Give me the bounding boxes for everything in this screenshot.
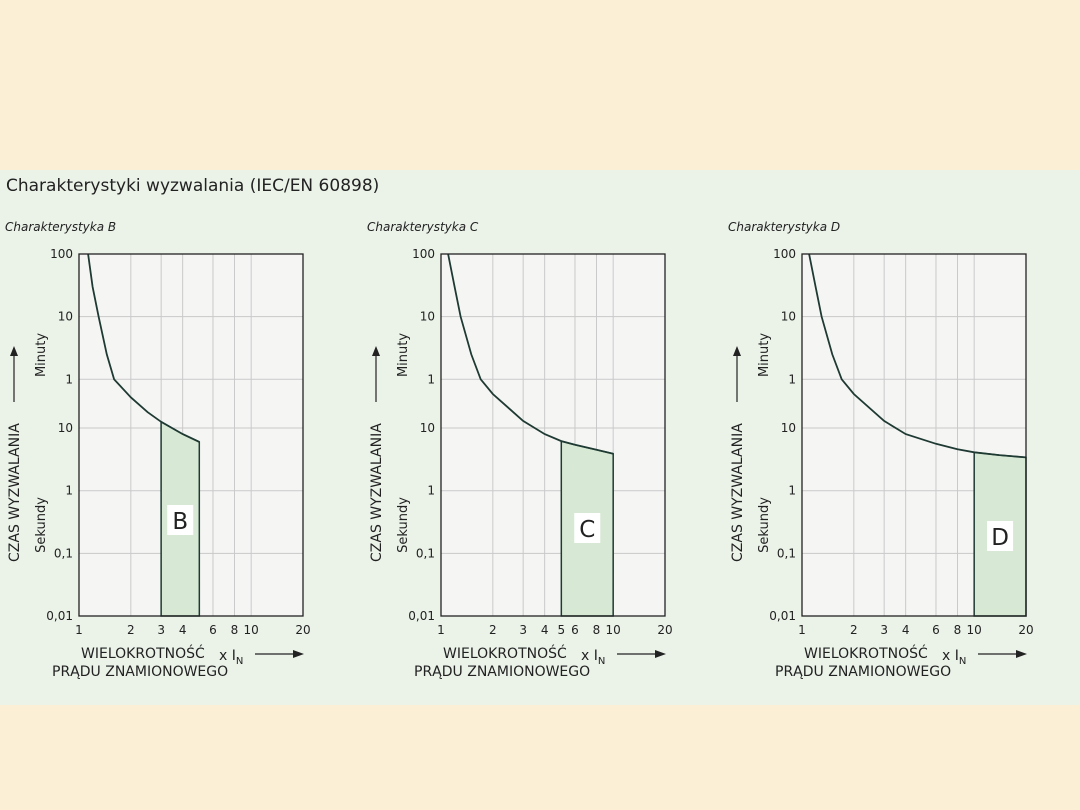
chart-d: Charakterystyka D 1 2 3 4 6 8 10 20 100 10 1 10 1 0,1 0… xyxy=(728,220,1034,680)
trip-curve xyxy=(447,253,614,455)
x-tick-label: 3 xyxy=(880,623,888,637)
trip-curve xyxy=(87,253,200,443)
x-tick-label: 6 xyxy=(209,623,217,637)
chart-title: Charakterystyka B xyxy=(5,220,116,234)
y-arrowhead-icon xyxy=(10,346,18,356)
x-arrowhead-icon xyxy=(293,650,304,658)
y-tick-label: 100 xyxy=(50,247,73,261)
y-axis-label: CZAS WYZWALANIA xyxy=(7,423,23,562)
x-tick-label: 6 xyxy=(571,623,579,637)
zone-label: C xyxy=(579,517,595,543)
y-tick-label: 10 xyxy=(420,421,435,435)
y-tick-label: 0,01 xyxy=(408,609,435,623)
x-tick-label: 1 xyxy=(75,623,83,637)
x-tick-label: 2 xyxy=(127,623,135,637)
chart-title: Charakterystyka D xyxy=(728,220,840,234)
y-tick-label: 0,01 xyxy=(769,609,796,623)
x-tick-label: 10 xyxy=(244,623,259,637)
y-tick-label: 10 xyxy=(58,310,73,324)
y-label-seconds: Sekundy xyxy=(396,497,411,553)
x-tick-label: 4 xyxy=(541,623,549,637)
x-tick-label: 2 xyxy=(489,623,497,637)
x-tick-label: 1 xyxy=(437,623,445,637)
y-tick-label: 1 xyxy=(427,484,435,498)
x-arrowhead-icon xyxy=(1016,650,1027,658)
x-tick-label: 5 xyxy=(558,623,566,637)
x-unit-subscript: N xyxy=(959,656,966,667)
y-tick-label: 1 xyxy=(788,484,796,498)
zone-label-box xyxy=(167,505,194,535)
y-tick-label: 1 xyxy=(65,372,73,386)
zone-label-box xyxy=(987,521,1014,551)
y-axis-label: CZAS WYZWALANIA xyxy=(730,423,746,562)
x-tick-label: 3 xyxy=(157,623,165,637)
zone-label-box xyxy=(574,513,601,543)
plot-area xyxy=(441,254,665,616)
x-axis-label-line2: PRĄDU ZNAMIONOWEGO xyxy=(414,664,590,680)
x-tick-label: 8 xyxy=(593,623,601,637)
y-tick-label: 10 xyxy=(58,421,73,435)
chart-c: Charakterystyka C 1 2 3 4 5 6 8 10 20 100 10 1 10 1 0,1… xyxy=(367,220,673,680)
plot-frame xyxy=(440,253,666,617)
x-unit-subscript: N xyxy=(236,656,243,667)
y-tick-label: 0,01 xyxy=(46,609,73,623)
x-axis-label-line2: PRĄDU ZNAMIONOWEGO xyxy=(775,664,951,680)
y-tick-label: 1 xyxy=(788,372,796,386)
y-tick-label: 100 xyxy=(773,247,796,261)
plot-frame xyxy=(801,253,1027,617)
y-axis-label: CZAS WYZWALANIA xyxy=(369,423,385,562)
y-tick-label: 10 xyxy=(420,310,435,324)
y-tick-label: 10 xyxy=(781,421,796,435)
x-tick-label: 20 xyxy=(1018,623,1033,637)
x-tick-label: 8 xyxy=(231,623,239,637)
chart-b: Charakterystyka B 1 2 3 4 6 8 10 20 100 10 1 10 1 0,1 0… xyxy=(5,220,311,680)
x-axis-label-line1: WIELOKROTNOŚĆ xyxy=(443,644,567,662)
zone-label: B xyxy=(172,509,188,535)
y-arrowhead-icon xyxy=(372,346,380,356)
x-arrowhead-icon xyxy=(655,650,666,658)
y-label-seconds: Sekundy xyxy=(757,497,772,553)
x-tick-label: 4 xyxy=(179,623,187,637)
x-tick-label: 1 xyxy=(798,623,806,637)
x-tick-label: 6 xyxy=(932,623,940,637)
y-tick-label: 1 xyxy=(65,484,73,498)
x-axis-label-line1: WIELOKROTNOŚĆ xyxy=(81,644,205,662)
chart-title: Charakterystyka C xyxy=(367,220,479,234)
y-tick-label: 0,1 xyxy=(777,546,796,560)
y-label-minutes: Minuty xyxy=(396,333,411,377)
y-tick-label: 0,1 xyxy=(54,546,73,560)
y-tick-label: 1 xyxy=(427,372,435,386)
plot-frame xyxy=(78,253,304,617)
y-label-seconds: Sekundy xyxy=(34,497,49,553)
x-tick-label: 8 xyxy=(954,623,962,637)
x-tick-label: 10 xyxy=(967,623,982,637)
y-label-minutes: Minuty xyxy=(757,333,772,377)
x-axis-label-line2: PRĄDU ZNAMIONOWEGO xyxy=(52,664,228,680)
x-tick-label: 10 xyxy=(606,623,621,637)
x-axis-label-line1: WIELOKROTNOŚĆ xyxy=(804,644,928,662)
trip-curve xyxy=(808,253,1027,459)
x-tick-label: 20 xyxy=(657,623,672,637)
x-unit-subscript: N xyxy=(598,656,605,667)
x-tick-label: 4 xyxy=(902,623,910,637)
x-tick-label: 3 xyxy=(519,623,527,637)
y-tick-label: 10 xyxy=(781,310,796,324)
y-tick-label: 100 xyxy=(412,247,435,261)
y-arrowhead-icon xyxy=(733,346,741,356)
zone-label: D xyxy=(991,525,1009,551)
page-title: Charakterystyki wyzwalania (IEC/EN 60898… xyxy=(6,176,380,196)
y-tick-label: 0,1 xyxy=(416,546,435,560)
x-tick-label: 20 xyxy=(295,623,310,637)
y-label-minutes: Minuty xyxy=(34,333,49,377)
x-tick-label: 2 xyxy=(850,623,858,637)
